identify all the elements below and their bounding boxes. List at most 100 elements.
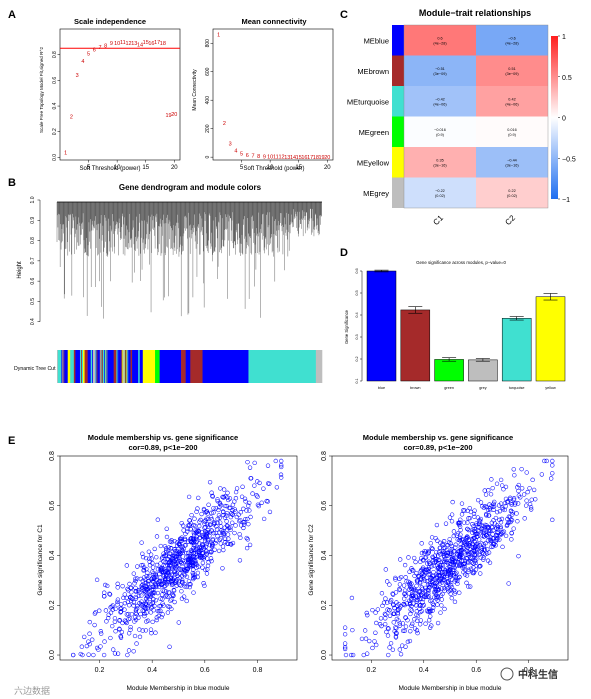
scatter-point [449,577,455,582]
category-label: green [444,386,454,390]
scatter-point [168,545,174,551]
scatter-point [233,489,239,495]
scatter-point [423,567,429,573]
scatter-point [151,597,156,602]
scatter-point [491,527,496,533]
scatter-point [417,622,423,627]
scatter-point [454,551,460,557]
scatter-point [192,516,197,521]
scatter-point [134,576,140,581]
scatter-point [163,594,168,599]
scatter-point [172,547,177,552]
scatter-point [207,479,213,485]
row-label: MEgreen [359,128,389,137]
scatter-point [481,555,486,560]
scatter-point [139,593,144,598]
scatter-point [109,604,114,609]
scatter-point [205,563,211,569]
scatter-point [402,596,407,601]
scatter-point [350,627,355,633]
scatter-point [465,545,470,550]
scatter-point [528,505,534,510]
scatter-point [230,512,235,517]
scatter-point [176,562,182,567]
cell-value: 0.42 [508,97,515,101]
scatter-point [377,622,383,627]
bar [434,359,464,382]
scatter-point [172,580,178,585]
scatter-point [244,545,250,551]
scatter-point [459,501,465,506]
scatter-point [201,544,206,550]
scatter-point [397,582,403,587]
y-tick-label: 0.6 [52,77,58,84]
scatter-point [155,608,161,614]
scatter-point [416,592,421,598]
scatter-point [438,610,443,615]
scatter-point [404,601,409,606]
scatter-point [140,582,145,588]
scatter-point [451,571,457,576]
scatter-point [115,585,120,590]
scatter-point [199,555,204,561]
scatter-point [401,601,406,607]
scatter-point [430,608,435,613]
scatter-point [255,479,260,484]
gene-dendrogram-chart: Gene dendrogram and module colors Height… [14,183,323,383]
scatter-point [429,564,434,569]
scatter-point [453,545,458,550]
scatter-point [224,519,229,524]
scatter-point [438,540,443,546]
scatter-point [471,565,476,570]
x-tick-label: 0.6 [471,667,481,674]
scatter-point [200,560,206,566]
point-label: 15 [296,155,302,161]
scale-independence-xlabel: Soft Threshold (power) [80,166,141,172]
scatter-point [392,605,397,611]
heatmap-cell [404,55,476,86]
scatter-point [443,521,449,526]
scatter-point [463,541,468,546]
y-tick-label: 0.0 [321,650,328,660]
scatter-point [221,512,226,518]
scatter-point [185,523,191,528]
scatter-point [113,606,118,612]
scatter-point [468,559,473,564]
scatter-point [442,545,448,551]
scatter-point [529,497,534,502]
scatter-point [195,545,200,551]
scatter-point [402,588,408,593]
scatter-point [516,488,521,494]
scatter-point [182,584,187,589]
gene-significance-bar-chart: Gene significance across modules, p−valu… [344,260,566,390]
cell-value: −0.51 [435,67,445,71]
scatter-point [462,572,468,577]
scatter-point [133,596,139,601]
scale-independence-ylabel: Scale Free Topology Model Fit,signed R^2 [39,47,44,134]
x-tick-label: 5 [240,165,244,171]
scatter-point [211,530,216,536]
cell-value: 0.35 [436,158,443,162]
scatter-point [378,616,384,621]
scatter-point [466,560,471,565]
scatter-point [396,618,401,623]
scatter-point [440,591,445,597]
scatter-point [435,620,441,626]
scatter-point [222,536,228,542]
y-tick-label: 0.8 [52,51,58,58]
scatter-point [385,600,390,605]
scatter-point [485,558,491,563]
scatter-point [407,580,413,585]
scatter-point [230,502,236,507]
scatter-point [205,556,210,561]
scatter-point [426,588,431,593]
module-color-segment [87,350,91,383]
scatter-point [140,585,145,591]
scatter-point [500,544,505,550]
scatter-point [186,550,191,555]
scatter-point [423,621,428,626]
scatter-point [483,524,488,530]
colorbar-tick-label: −1 [562,197,570,204]
scatter-point [221,495,226,500]
scatter-point [186,494,192,500]
